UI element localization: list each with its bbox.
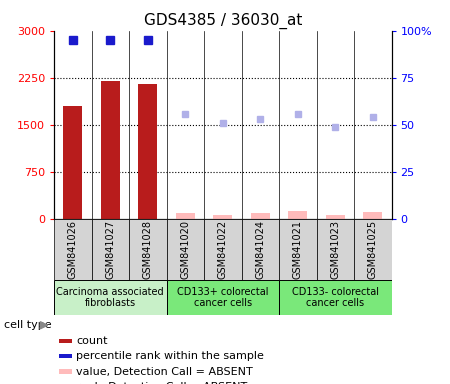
Text: rank, Detection Call = ABSENT: rank, Detection Call = ABSENT bbox=[76, 382, 248, 384]
Bar bbox=[242, 219, 279, 280]
Bar bbox=[279, 219, 316, 280]
Bar bbox=[101, 81, 120, 219]
Bar bbox=[129, 219, 166, 280]
Text: GSM841023: GSM841023 bbox=[330, 220, 340, 279]
Bar bbox=[91, 219, 129, 280]
Bar bbox=[213, 215, 232, 219]
Bar bbox=[316, 219, 354, 280]
Text: GSM841027: GSM841027 bbox=[105, 220, 115, 279]
Text: value, Detection Call = ABSENT: value, Detection Call = ABSENT bbox=[76, 367, 253, 377]
Bar bbox=[54, 280, 166, 315]
Text: count: count bbox=[76, 336, 108, 346]
Bar bbox=[58, 354, 72, 358]
Bar bbox=[354, 219, 392, 280]
Text: cell type: cell type bbox=[4, 320, 52, 330]
Bar bbox=[326, 215, 345, 219]
Text: GSM841021: GSM841021 bbox=[293, 220, 303, 279]
Bar bbox=[364, 212, 382, 219]
Text: GSM841028: GSM841028 bbox=[143, 220, 153, 279]
Bar bbox=[166, 280, 279, 315]
Text: Carcinoma associated
fibroblasts: Carcinoma associated fibroblasts bbox=[56, 287, 164, 308]
Text: CD133+ colorectal
cancer cells: CD133+ colorectal cancer cells bbox=[177, 287, 269, 308]
Bar bbox=[288, 211, 307, 219]
Text: GSM841022: GSM841022 bbox=[218, 220, 228, 279]
Bar bbox=[166, 219, 204, 280]
Title: GDS4385 / 36030_at: GDS4385 / 36030_at bbox=[144, 13, 302, 29]
Text: GSM841020: GSM841020 bbox=[180, 220, 190, 279]
Text: percentile rank within the sample: percentile rank within the sample bbox=[76, 351, 265, 361]
Bar bbox=[279, 280, 392, 315]
Text: CD133- colorectal
cancer cells: CD133- colorectal cancer cells bbox=[292, 287, 379, 308]
Bar bbox=[58, 339, 72, 343]
Bar bbox=[58, 369, 72, 374]
Bar bbox=[176, 213, 194, 219]
Bar bbox=[139, 84, 157, 219]
Bar bbox=[63, 106, 82, 219]
Text: GSM841026: GSM841026 bbox=[68, 220, 78, 279]
Bar bbox=[204, 219, 242, 280]
Bar bbox=[54, 219, 91, 280]
Text: GSM841025: GSM841025 bbox=[368, 220, 378, 279]
Bar bbox=[251, 213, 270, 219]
Text: GSM841024: GSM841024 bbox=[255, 220, 265, 279]
